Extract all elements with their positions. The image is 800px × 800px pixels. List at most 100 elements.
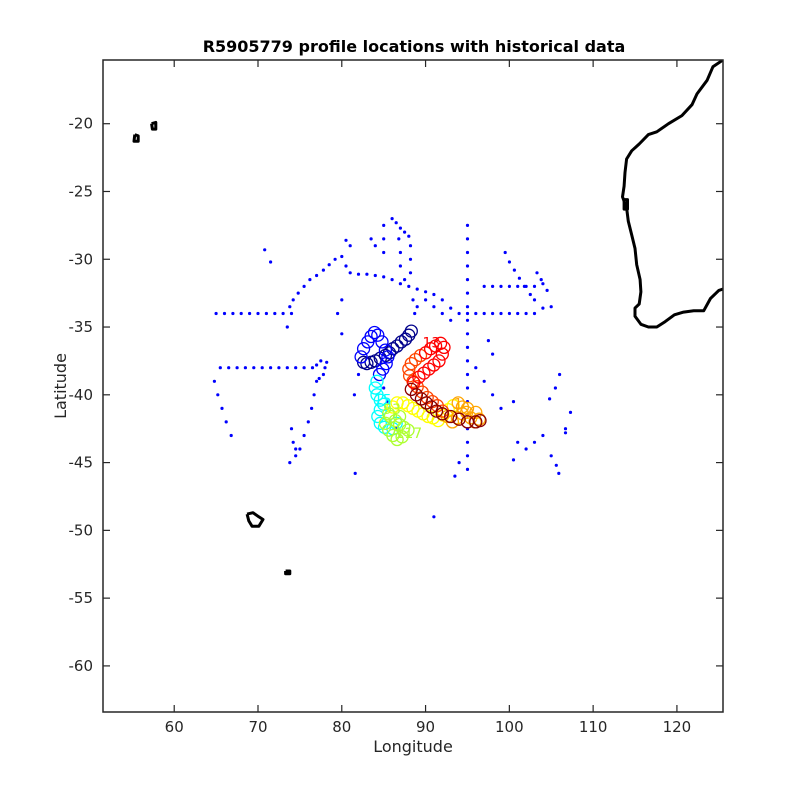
coastline-layer — [132, 60, 723, 576]
historical-profile-point — [212, 379, 216, 383]
historical-profile-point — [216, 393, 220, 397]
historical-profile-point — [235, 366, 239, 370]
historical-profile-point — [229, 433, 233, 438]
historical-profile-point — [465, 386, 470, 390]
float-profile-marker — [409, 388, 424, 402]
y-tick-label: -40 — [69, 386, 94, 404]
historical-profile-point — [344, 264, 348, 268]
historical-profile-point — [465, 311, 470, 316]
historical-profile-point — [264, 311, 268, 316]
axes-frame — [102, 59, 724, 713]
float-profile-marker — [433, 336, 448, 350]
coastline-australia-west — [621, 60, 723, 329]
x-axis-ticks: 60 70 80 90 100 110 120 — [165, 60, 692, 736]
float-profile-marker — [397, 420, 411, 434]
historical-profile-point — [465, 467, 470, 471]
historical-profile-point — [524, 447, 528, 451]
historical-profile-point — [522, 284, 527, 288]
x-tick-label: 90 — [416, 718, 435, 736]
historical-profile-point — [398, 226, 402, 230]
coastline-heard-island — [284, 569, 292, 576]
float-profile-marker — [368, 381, 382, 395]
historical-profile-point — [369, 237, 373, 241]
historical-profile-point — [503, 250, 507, 255]
historical-profile-point — [289, 311, 294, 316]
historical-profile-point — [356, 372, 361, 377]
historical-profiles-layer — [212, 217, 573, 519]
y-tick-label: -25 — [69, 182, 94, 200]
historical-profile-point — [390, 217, 394, 221]
float-profile-marker — [404, 356, 418, 371]
historical-profile-point — [516, 440, 520, 444]
float-profile-marker — [435, 347, 449, 361]
float-profile-marker — [364, 329, 378, 344]
historical-profile-point — [277, 366, 281, 370]
historical-profile-point — [348, 244, 352, 248]
historical-profile-point — [558, 372, 562, 377]
historical-profile-point — [553, 386, 558, 390]
x-tick-label: 110 — [579, 718, 608, 736]
float-profile-marker — [444, 409, 458, 424]
historical-profile-point — [532, 440, 537, 444]
historical-profile-point — [465, 359, 470, 363]
historical-profile-point — [327, 263, 331, 267]
historical-profile-point — [449, 318, 453, 322]
historical-profile-point — [321, 268, 325, 272]
float-profile-marker — [382, 407, 396, 421]
float-profile-marker — [419, 396, 434, 410]
historical-profile-point — [398, 264, 402, 268]
historical-profile-point — [298, 447, 302, 451]
float-profile-marker — [452, 412, 466, 426]
x-tick-label: 80 — [332, 718, 351, 736]
historical-profile-point — [398, 250, 402, 255]
x-tick-label: 120 — [663, 718, 692, 736]
historical-profile-point — [549, 454, 553, 458]
historical-profile-point — [382, 223, 386, 227]
historical-profile-point — [321, 372, 325, 377]
historical-profile-point — [415, 287, 419, 291]
historical-profile-point — [294, 366, 298, 370]
historical-profile-point — [535, 271, 539, 275]
historical-profile-point — [465, 372, 470, 377]
float-profile-marker — [382, 423, 396, 437]
historical-profile-point — [340, 332, 344, 336]
float-profile-marker — [373, 416, 387, 430]
historical-profile-point — [365, 272, 369, 276]
historical-profile-point — [407, 234, 411, 238]
historical-profile-point — [499, 406, 503, 410]
historical-profile-point — [548, 397, 552, 401]
float-profile-marker — [371, 328, 385, 342]
historical-profile-point — [291, 440, 295, 444]
historical-profile-point — [248, 311, 252, 316]
historical-profile-point — [457, 311, 461, 316]
float-profile-marker — [354, 350, 368, 364]
historical-profile-point — [214, 311, 218, 316]
float-profile-label: 13 — [422, 335, 440, 351]
y-tick-label: -35 — [69, 318, 94, 336]
historical-profile-point — [312, 393, 316, 397]
historical-profile-point — [397, 237, 401, 241]
historical-profile-point — [413, 311, 417, 316]
coastline-houtman-abrolhos — [622, 198, 629, 211]
historical-profile-point — [382, 237, 386, 241]
float-profile-marker — [388, 413, 403, 428]
historical-profile-point — [507, 311, 511, 316]
historical-profile-point — [398, 282, 402, 286]
coastline-reunion-rodrigues — [150, 120, 158, 131]
y-tick-label: -55 — [69, 589, 94, 607]
historical-profile-point — [285, 366, 289, 370]
historical-profile-point — [288, 461, 292, 465]
y-tick-label: -45 — [69, 454, 94, 472]
historical-profile-point — [308, 278, 312, 282]
float-profile-marker — [356, 342, 371, 356]
float-profile-marker — [418, 346, 433, 360]
float-profile-marker — [469, 405, 483, 420]
historical-profile-point — [373, 273, 377, 278]
historical-profile-point — [260, 366, 264, 370]
historical-profile-point — [524, 311, 528, 316]
historical-profile-point — [432, 515, 436, 519]
historical-profile-point — [545, 288, 549, 292]
historical-profile-point — [353, 471, 357, 475]
historical-profile-point — [539, 278, 543, 282]
